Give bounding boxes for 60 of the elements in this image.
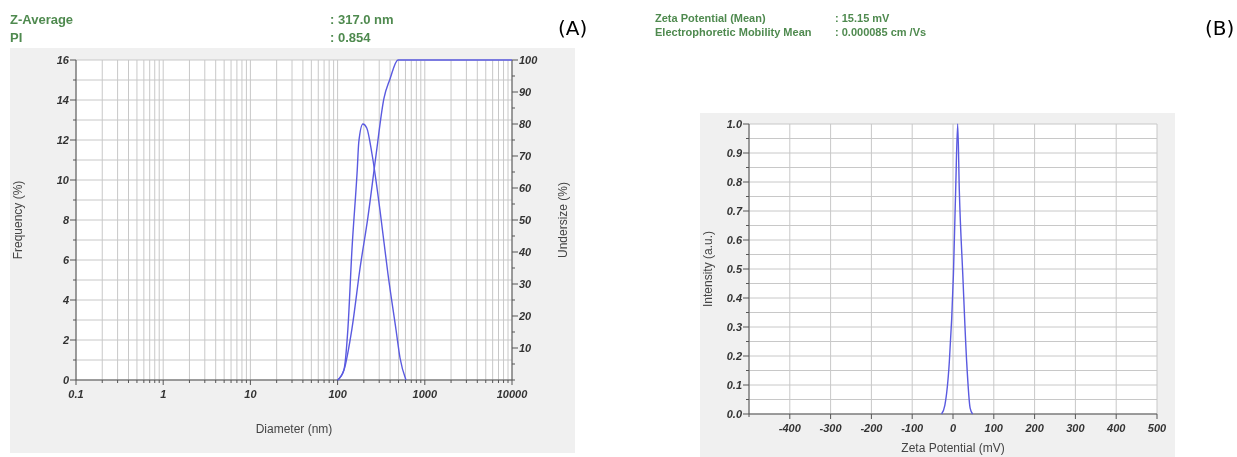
x-tick-label: 500 xyxy=(1147,422,1168,434)
y2-axis-title: Undersize (%) xyxy=(556,181,570,259)
x-axis-title: Zeta Potential (mV) xyxy=(901,441,1005,455)
x-tick-label: 400 xyxy=(1106,422,1127,434)
y-tick-label: 2 xyxy=(61,334,69,346)
x-tick-label: 10 xyxy=(244,388,258,400)
x-tick-label: -400 xyxy=(778,422,802,434)
text: : 15.15 mV xyxy=(835,12,891,24)
x-tick-label: 100 xyxy=(984,422,1004,434)
y2-tick-label: 100 xyxy=(519,54,539,66)
text: Zeta Potential (Mean) xyxy=(655,12,766,24)
y2-tick-label: 70 xyxy=(519,150,533,162)
y-tick-label: 0.7 xyxy=(726,205,743,217)
y2-tick-label: 80 xyxy=(519,118,533,130)
x-tick-label: 1000 xyxy=(412,388,438,400)
y2-tick-label: 40 xyxy=(518,246,533,258)
text: : 317.0 nm xyxy=(330,12,394,27)
x-tick-label: 100 xyxy=(328,388,348,400)
y-tick-label: 8 xyxy=(62,214,70,226)
y2-tick-label: 90 xyxy=(519,86,533,98)
y-tick-label: 10 xyxy=(56,174,70,186)
y-tick-label: 1.0 xyxy=(726,118,743,130)
x-tick-label: 0 xyxy=(949,422,957,434)
x-axis-title: Diameter (nm) xyxy=(255,422,333,436)
y2-tick-label: 50 xyxy=(519,214,533,226)
y-tick-label: 0.2 xyxy=(726,350,742,362)
y-tick-label: 0.6 xyxy=(726,234,743,246)
y-tick-label: 0.9 xyxy=(726,147,743,159)
x-tick-label: 1 xyxy=(160,388,167,400)
x-tick-label: 10000 xyxy=(496,388,529,400)
y-tick-label: 0.8 xyxy=(726,176,743,188)
y-tick-label: 0.1 xyxy=(726,379,742,391)
y-tick-label: 0.0 xyxy=(726,408,743,420)
x-tick-label: 300 xyxy=(1066,422,1086,434)
text: (B) xyxy=(1205,16,1235,40)
y-tick-label: 0.5 xyxy=(726,263,743,275)
text: PI xyxy=(10,30,23,45)
y2-tick-label: 20 xyxy=(518,310,533,322)
text: : 0.854 xyxy=(330,30,372,45)
y-axis-title: Intensity (a.u.) xyxy=(701,230,715,308)
y-tick-label: 6 xyxy=(62,254,70,266)
text: Electrophoretic Mobility Mean xyxy=(655,26,812,38)
y-tick-label: 14 xyxy=(56,94,69,106)
y-tick-label: 16 xyxy=(56,54,70,66)
y2-tick-label: 30 xyxy=(519,278,533,290)
y-tick-label: 0.4 xyxy=(726,292,742,304)
y-tick-label: 0 xyxy=(62,374,70,386)
y-tick-label: 12 xyxy=(56,134,69,146)
x-tick-label: -300 xyxy=(819,422,843,434)
y2-tick-label: 10 xyxy=(519,342,533,354)
text: Z-Average xyxy=(10,12,74,27)
x-tick-label: -100 xyxy=(901,422,925,434)
text: (A) xyxy=(558,16,588,40)
text: : 0.000085 cm /Vs xyxy=(835,26,927,38)
x-tick-label: -200 xyxy=(860,422,884,434)
y2-tick-label: 60 xyxy=(519,182,533,194)
y-tick-label: 4 xyxy=(61,294,69,306)
y-axis-title: Frequency (%) xyxy=(11,180,25,260)
x-tick-label: 200 xyxy=(1024,422,1045,434)
y-tick-label: 0.3 xyxy=(726,321,742,333)
